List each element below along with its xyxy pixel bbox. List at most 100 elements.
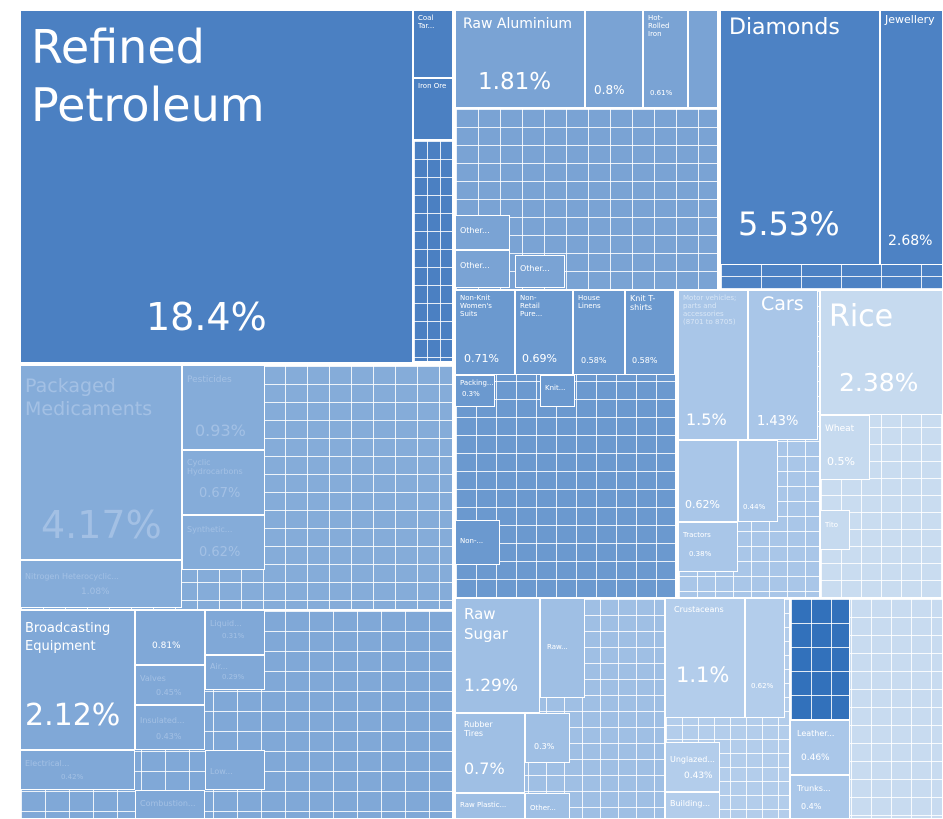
tile-value: 0.61% [650,89,673,97]
tile-label: Combustion... [140,799,196,808]
tile-value: 4.17% [41,503,162,547]
tile-value: 0.42% [61,773,84,781]
tile-label: Packing... [460,379,494,387]
tile-grid [413,140,453,362]
tile: Other... [525,793,570,819]
tile: Coal Tar... [413,10,453,78]
tile: Leather... 0.46% [790,720,850,775]
tile-label: Raw Aluminium [463,16,573,32]
tile-value: 0.45% [156,688,182,697]
tile: Diamonds 5.53% [720,10,880,265]
tile: Rice 2.38% [820,290,943,415]
tile-label: Other... [460,261,490,270]
tile-label: Raw Sugar [464,605,508,643]
tile: Valves 0.45% [135,665,205,705]
tile-label: Unglazed... [670,755,715,764]
tile-value: 0.44% [743,503,766,511]
tile: Combustion... [135,790,205,819]
tile-label: Insulated... [140,716,185,725]
tile-label: Building... [670,799,711,808]
tile-label: Other... [520,264,550,273]
tile-label: Iron Ore [418,82,447,90]
tile-label: Hot-Rolled Iron [648,14,670,39]
tile-value: 0.3% [462,390,480,398]
tile-label: Refined Petroleum [31,20,265,132]
tile-label: Liquid... [210,619,242,628]
tile-value: 1.29% [464,676,519,696]
tile-value: 2.38% [839,368,919,397]
tile-label: Air... [210,662,228,671]
tile: Refined Petroleum 18.4% [20,10,413,363]
tile-value: 0.31% [222,632,245,640]
tile: House Linens 0.58% [573,290,625,375]
tile-value: 0.93% [195,421,246,440]
tile: Packing... 0.3% [455,375,495,407]
tile: Packaged Medicaments 4.17% [20,365,182,560]
tile-value: 18.4% [146,295,267,339]
tile: Non-Knit Women's Suits 0.71% [455,290,515,375]
tile-label: Broadcasting Equipment [25,621,111,655]
tile: 0.62% [745,598,785,718]
tile-label: Tractors [683,531,711,539]
tile-label: House Linens [578,294,601,311]
tile-value: 1.5% [686,410,727,429]
tile: Raw Plastic... [455,793,525,819]
tile-label: Other... [530,804,556,812]
tile: Raw... [540,598,585,698]
tile: Pesticides 0.93% [182,365,265,450]
tile-label: Synthetic... [187,525,233,534]
tile: Jewellery 2.68% [880,10,943,265]
tile-value: 0.29% [222,673,245,681]
tile-label: Motor vehicles; parts and accessories (8… [683,294,737,327]
tile: Raw Aluminium 1.81% [455,10,585,108]
tile-value: 0.71% [464,352,499,365]
tile: Non-... [455,520,500,565]
tile-label: Pesticides [187,375,232,385]
tile-value: 0.81% [152,641,181,651]
tile: Other... [515,255,565,288]
tile-label: Crustaceans [674,605,724,614]
tile-value: 0.69% [522,352,557,365]
tile-value: 0.5% [827,455,855,468]
tile: Wheat 0.5% [820,415,870,480]
tile-value: 0.38% [689,550,712,558]
tile-label: Raw Plastic... [460,801,507,809]
tile: Broadcasting Equipment 2.12% [20,610,135,750]
tile: Air... 0.29% [205,655,265,690]
tile-label: Non-Retail Pure... [520,294,543,319]
tile: Liquid... 0.31% [205,610,265,655]
tile-value: 0.46% [801,753,830,763]
tile-label: Packaged Medicaments [25,375,153,420]
tile-label: Low... [210,767,233,776]
tile-label: Electrical... [25,759,70,768]
tile-value: 0.7% [464,759,505,778]
tile: Nitrogen Heterocyclic... 1.08% [20,560,182,608]
tile-value: 1.08% [81,587,110,597]
tile: Rubber Tires 0.7% [455,713,525,793]
tile: Synthetic... 0.62% [182,515,265,570]
tile-label: Raw... [547,643,568,651]
tile-value: 0.67% [199,486,241,501]
tile: Knit T-shirts 0.58% [625,290,675,375]
tile-label: Other... [460,226,490,235]
tile-grid [720,263,943,290]
tile-label: Coal Tar... [418,14,435,31]
tile: Tito [820,510,850,550]
tile: Crustaceans 1.1% [665,598,745,718]
tile: Low... [205,750,265,790]
tile-label: Jewellery [885,13,935,26]
tile: Building... [665,792,720,819]
tile [688,10,718,108]
tile-value: 0.58% [632,356,658,365]
tile-label: Cyclic Hydrocarbons [187,458,243,477]
tile: Other... [455,215,510,250]
tile: Hot-Rolled Iron 0.61% [643,10,688,108]
tile: Cars 1.43% [748,290,818,440]
tile-value: 2.68% [888,233,933,249]
tile-value: 2.12% [25,698,121,733]
tile-label: Trunks... [797,784,831,793]
tile: 0.3% [525,713,570,763]
tile-label: Cars [761,293,804,315]
tile-label: Knit T-shirts [630,294,656,313]
tile: Tractors 0.38% [678,522,738,572]
